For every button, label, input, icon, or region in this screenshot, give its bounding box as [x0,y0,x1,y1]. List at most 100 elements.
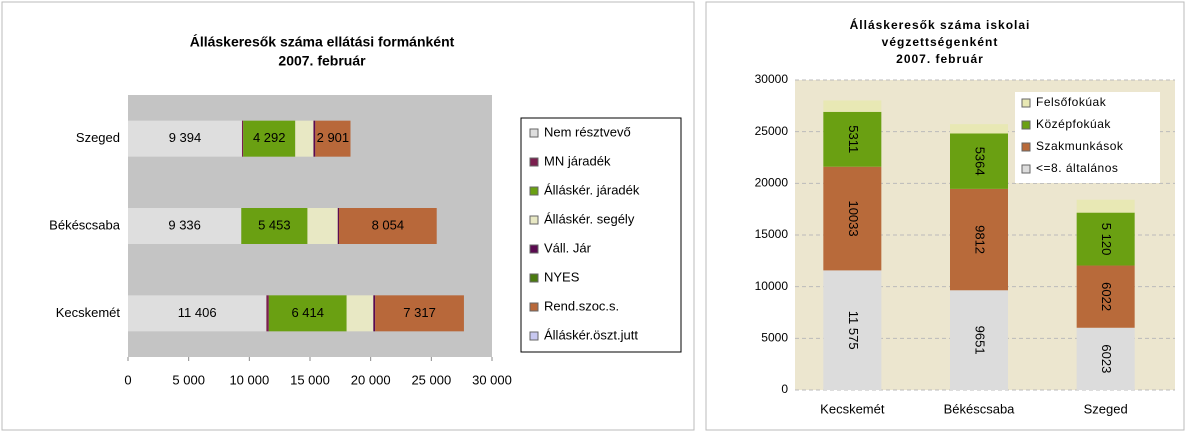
x-tick-label: 0 [124,372,131,387]
data-label: 5311 [846,125,861,153]
legend-swatch [529,157,539,167]
legend-label: Álláskér.öszt.jutt [544,327,638,342]
data-label: 6 414 [291,305,324,320]
data-label: 5364 [973,147,988,176]
legend-swatch [529,186,539,196]
x-tick-label: 15 000 [290,372,330,387]
bar-segment [823,166,882,271]
x-tick-label: 10 000 [229,372,269,387]
data-label: 4 292 [253,130,286,145]
bar-segment [346,295,374,332]
bar-segment [823,111,882,167]
data-label: 10033 [846,200,861,236]
bar-segment [950,133,1008,189]
legend-label: Álláskér. járadék [544,182,640,197]
x-tick-label: 30 000 [472,372,512,387]
bar-segment [1076,265,1135,328]
legend-label: Váll. Jár [544,240,592,255]
bar-segment [128,120,242,157]
data-label: 6022 [1099,282,1114,311]
legend-label: NYES [544,269,580,284]
y-tick-label: 30000 [755,72,789,86]
bar-segment [375,295,464,332]
legend-swatch [1021,98,1031,108]
data-label: 2 901 [317,130,350,145]
data-label: 6023 [1099,344,1114,373]
chart-title: végzettségenként [882,35,999,49]
bar-segment [266,295,269,332]
y-tick-label: 5000 [761,331,788,345]
legend-label: Álláskér. segély [544,211,635,226]
chart-title: 2007. február [896,52,984,66]
x-tick-label: Kecskemét [820,401,885,416]
x-tick-label: Szeged [1084,401,1128,416]
legend-label: Nem résztvevő [544,124,631,139]
bar-segment [373,295,376,332]
data-label: 7 317 [403,305,436,320]
legend-swatch [1021,120,1031,130]
x-tick-label: 20 000 [351,372,391,387]
bar-segment [128,208,242,244]
y-tick-label: 10000 [755,279,789,293]
legend-label: Rend.szoc.s. [544,298,619,313]
legend-box [520,117,682,353]
data-label: 11 406 [178,305,217,320]
chart-title: Álláskeresők száma ellátási formánként [190,34,455,50]
data-label: 5 120 [1099,223,1114,256]
bar-segment [950,290,1008,390]
legend-label: Szakmunkások [1036,139,1124,153]
legend-label: Középfokúak [1036,117,1111,131]
bar-segment [823,100,882,112]
y-tick-label: 25000 [755,124,789,138]
chart-subtitle: 2007. február [278,53,366,69]
y-tick-label: 0 [781,382,788,396]
legend-swatch [529,244,539,254]
bar-segment [1076,327,1135,390]
legend-label: <=8. általános [1036,161,1118,175]
data-label: 9 394 [169,130,202,145]
legend-swatch [529,128,539,138]
bar-segment [1076,199,1135,213]
bar-segment [241,120,244,157]
data-label: 8 054 [372,217,405,232]
legend-swatch [1021,142,1031,152]
y-tick-label: 15000 [755,227,789,241]
bar-segment [337,208,339,244]
bar-segment [128,295,267,332]
y-tick-label: Kecskemét [56,305,121,320]
bar-segment [295,120,314,157]
bar-segment [1076,212,1135,266]
legend-swatch [529,331,539,341]
y-tick-label: Békéscsaba [49,217,121,232]
bar-segment [950,188,1008,291]
bar-segment [338,208,437,244]
data-label: 11 575 [846,311,861,350]
bar-segment [313,120,316,157]
legend-swatch [529,273,539,283]
x-tick-label: 25 000 [411,372,451,387]
bar-segment [243,120,296,157]
bar-segment [241,208,308,244]
legend-box [1015,92,1160,183]
legend-swatch [1021,164,1031,174]
bar-segment [307,208,338,244]
bar-segment [950,124,1008,134]
data-label: 9 336 [168,217,201,232]
chart-title: Álláskeresők száma iskolai [850,17,1031,32]
legend-label: Felsőfokúak [1036,95,1107,109]
legend-swatch [529,215,539,225]
data-label: 9812 [973,225,988,254]
legend-swatch [529,302,539,312]
x-tick-label: Békéscsaba [944,401,1016,416]
y-tick-label: 20000 [755,176,789,190]
data-label: 5 453 [258,217,291,232]
legend-label: MN járadék [544,153,611,168]
data-label: 9651 [973,326,988,355]
bar-segment [315,120,351,157]
bar-segment [268,295,347,332]
x-tick-label: 5 000 [172,372,205,387]
y-tick-label: Szeged [76,130,120,145]
bar-segment [823,270,882,390]
